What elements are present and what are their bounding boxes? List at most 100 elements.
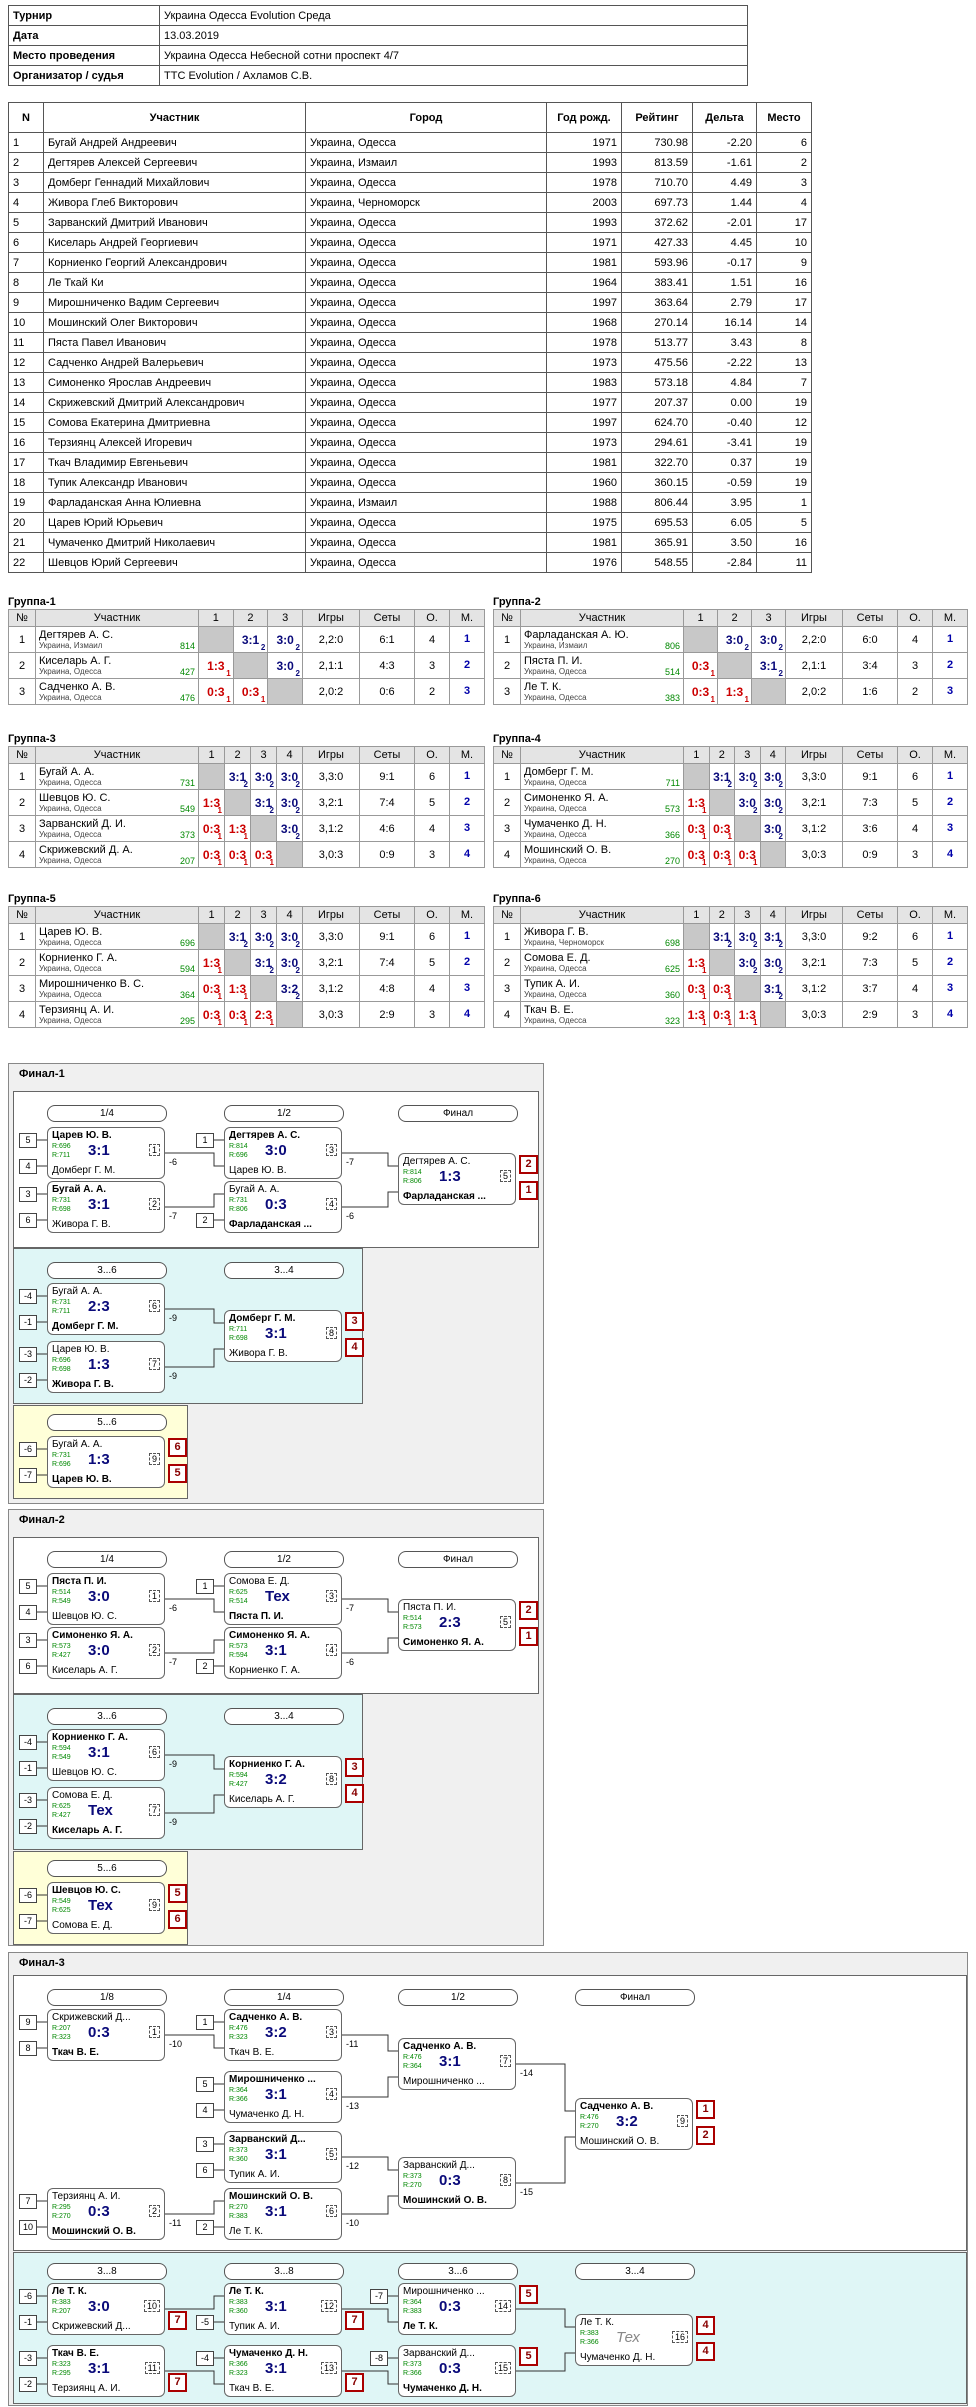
group-header-cell: М.: [932, 906, 968, 924]
set-score: 3:0: [254, 929, 273, 944]
match-number: 13: [320, 2362, 337, 2374]
player-city: Украина, Одесса: [39, 964, 102, 973]
score-cell: 1:3 1: [224, 975, 251, 1002]
round-header: 1/2: [224, 1105, 344, 1122]
final-panel: Финал-3 1/8 1/4 1/2 Финал 9 8 Скрижевский Д... R…: [8, 1952, 968, 2406]
group-player: Ле Т. К. Украина, Одесса 383: [520, 678, 684, 705]
group-sets: 4:8: [359, 975, 415, 1002]
results-cell: 4.45: [692, 232, 757, 253]
results-cell: 6: [756, 132, 812, 153]
group-games: 3,2:1: [785, 789, 843, 816]
player-sub: Украина, Измаил 814: [39, 641, 195, 651]
player-sub: Украина, Одесса 731: [39, 778, 195, 788]
group-header-cell: 3: [250, 746, 277, 764]
final-panel: Финал-1 1/4 1/2 Финал 5 4 Царев Ю. В. R:696 R:71…: [8, 1063, 544, 1504]
score-cell: 0:3 1: [683, 652, 718, 679]
seed: 5: [19, 1579, 37, 1594]
score-cell: 3:1 2: [224, 923, 251, 950]
score: 3:1: [265, 2360, 287, 2377]
match-points: 2: [753, 780, 758, 789]
results-cell: 14: [8, 392, 44, 413]
results-row: 16 Терзиянц Алексей Игоревич Украина, Одес…: [8, 432, 812, 453]
self-cell: [232, 652, 269, 679]
rating-2: R:806: [229, 1206, 248, 1213]
connector: [165, 1598, 224, 1613]
match-points: 1: [727, 992, 732, 1001]
results-cell: 1971: [546, 232, 622, 253]
self-cell: [683, 626, 718, 653]
final-title: Финал-3: [19, 1957, 65, 1969]
match: Домберг Г. М. R:711 R:698 3:1 8 Живора Г. В.: [224, 1310, 342, 1362]
results-cell: 19: [756, 392, 812, 413]
rating-2: R:711: [52, 1152, 71, 1159]
match: Бугай А. А. R:731 R:806 0:3 4 Фарладанская ..…: [224, 1181, 342, 1233]
loser-destination: -6: [169, 1603, 178, 1613]
seed: -2: [19, 1819, 37, 1834]
group-row: 1 Царев Ю. В. Украина, Одесса 696 3:1 2 3:0 2 3:…: [8, 923, 485, 950]
results-row: 4 Живора Глеб Викторович Украина, Черномор…: [8, 192, 812, 213]
match-points: 1: [269, 858, 274, 867]
score-cell: 3:0 2: [759, 789, 786, 816]
connector: [342, 2308, 398, 2323]
player-name: Живора Г. В.: [524, 926, 589, 938]
match-points: 1: [226, 695, 231, 704]
group-points: 6: [897, 923, 933, 950]
group-row-num: 3: [8, 815, 36, 842]
results-cell: Украина, Одесса: [305, 372, 547, 393]
match-points: 1: [702, 858, 707, 867]
rating-1: R:594: [52, 1745, 71, 1752]
seed: -1: [19, 1315, 37, 1330]
group-table: № Участник 1 2 3 4 Игры Сеты О. М. 1 Домберг Г. М. У…: [493, 746, 968, 868]
results-cell: 6: [8, 232, 44, 253]
rating-1: R:514: [52, 1589, 71, 1596]
score: 3:1: [265, 2146, 287, 2163]
results-cell: 3.43: [692, 332, 757, 353]
match: Дегтярев А. С. R:814 R:696 3:0 3 Царев Ю. В.: [224, 1127, 342, 1179]
player-name: Скрижевский Д. А.: [39, 844, 133, 856]
player-sub: Украина, Одесса 573: [524, 804, 680, 814]
self-cell: [717, 652, 752, 679]
score: 3:1: [439, 2053, 461, 2070]
results-cell: -2.22: [692, 352, 757, 373]
player-name: Домберг Г. М.: [524, 766, 594, 778]
info-row: Турнир Украина Одесса Evolution Среда: [8, 5, 748, 26]
group-place: 4: [932, 1001, 968, 1028]
results-cell: 1971: [546, 132, 622, 153]
score: 1:3: [88, 1451, 110, 1468]
group-place: 1: [449, 763, 485, 790]
rating-2: R:383: [403, 2308, 422, 2315]
group-row: 3 Чумаченко Д. Н. Украина, Одесса 366 0:3 1 0:…: [493, 815, 968, 842]
results-cell: 697.73: [621, 192, 693, 213]
round-header: Финал: [398, 1551, 518, 1568]
player-1: Дегтярев А. С.: [403, 1156, 471, 1167]
results-cell: Украина, Одесса: [305, 292, 547, 313]
self-cell: [276, 1001, 303, 1028]
rating-1: R:270: [229, 2204, 248, 2211]
rating-2: R:698: [52, 1366, 71, 1373]
results-cell: 695.53: [621, 512, 693, 533]
seed: -4: [19, 1289, 37, 1304]
player-name: Дегтярев А. С.: [39, 629, 114, 641]
group-title: Группа-3: [8, 733, 56, 745]
rating-2: R:270: [403, 2182, 422, 2189]
group-header-cell: Игры: [302, 906, 360, 924]
player-rating: 207: [179, 856, 195, 866]
set-score: 1:3: [687, 1007, 705, 1022]
self-cell: [759, 1001, 786, 1028]
score: Тех: [88, 1802, 113, 1819]
player-1: Бугай А. А.: [52, 1184, 107, 1195]
results-header-cell: N: [8, 102, 44, 133]
results-cell: 19: [756, 472, 812, 493]
player-sub: Украина, Одесса 625: [524, 964, 680, 974]
final-place: 4: [696, 2342, 715, 2361]
rating-2: R:806: [403, 1178, 422, 1185]
group-sets: 2:9: [842, 1001, 898, 1028]
loser-destination: -15: [520, 2187, 534, 2197]
match-number: 8: [325, 1327, 337, 1339]
group-header-cell: 1: [198, 906, 225, 924]
results-cell: Дегтярев Алексей Сергеевич: [43, 152, 306, 173]
match-number: 3: [325, 2026, 337, 2038]
match-points: 2: [744, 643, 749, 652]
group-place: 2: [932, 789, 968, 816]
player-city: Украина, Одесса: [524, 667, 587, 676]
